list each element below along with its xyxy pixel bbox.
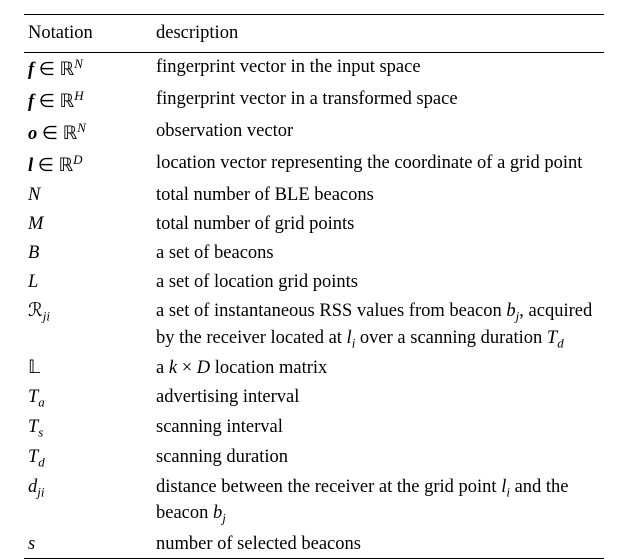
notation-cell: Ts	[24, 413, 152, 443]
description-cell: a k × D location matrix	[152, 354, 604, 383]
description-cell: a set of location grid points	[152, 268, 604, 297]
table-row: Taadvertising interval	[24, 383, 604, 413]
table-row: o ∈ ℝNobservation vector	[24, 117, 604, 149]
table-row: Ba set of beacons	[24, 239, 604, 268]
notation-cell: dji	[24, 473, 152, 529]
notation-cell: L	[24, 268, 152, 297]
description-cell: a set of beacons	[152, 239, 604, 268]
table-row: l ∈ ℝDlocation vector representing the c…	[24, 149, 604, 181]
notation-cell: l ∈ ℝD	[24, 149, 152, 181]
table-row: ℛjia set of instantaneous RSS values fro…	[24, 297, 604, 353]
table-row: djidistance between the receiver at the …	[24, 473, 604, 529]
table-row: Tdscanning duration	[24, 443, 604, 473]
notation-cell: f ∈ ℝH	[24, 85, 152, 117]
description-cell: scanning duration	[152, 443, 604, 473]
notation-cell: ℛji	[24, 297, 152, 353]
description-cell: location vector representing the coordin…	[152, 149, 604, 181]
notation-cell: o ∈ ℝN	[24, 117, 152, 149]
notation-cell: N	[24, 181, 152, 210]
notation-table: Notation description f ∈ ℝNfingerprint v…	[24, 14, 604, 559]
notation-cell: s	[24, 530, 152, 559]
notation-cell: B	[24, 239, 152, 268]
description-cell: a set of instantaneous RSS values from b…	[152, 297, 604, 353]
table-row: Mtotal number of grid points	[24, 210, 604, 239]
header-notation: Notation	[24, 15, 152, 53]
table-row: Tsscanning interval	[24, 413, 604, 443]
table-row: La set of location grid points	[24, 268, 604, 297]
header-description: description	[152, 15, 604, 53]
table-body: f ∈ ℝNfingerprint vector in the input sp…	[24, 52, 604, 559]
notation-cell: Ta	[24, 383, 152, 413]
notation-cell: Td	[24, 443, 152, 473]
description-cell: fingerprint vector in a transformed spac…	[152, 85, 604, 117]
notation-cell: 𝕃	[24, 354, 152, 383]
description-cell: distance between the receiver at the gri…	[152, 473, 604, 529]
table-row: f ∈ ℝNfingerprint vector in the input sp…	[24, 52, 604, 85]
description-cell: scanning interval	[152, 413, 604, 443]
description-cell: fingerprint vector in the input space	[152, 52, 604, 85]
description-cell: total number of grid points	[152, 210, 604, 239]
table-header-row: Notation description	[24, 15, 604, 53]
notation-cell: M	[24, 210, 152, 239]
table-row: f ∈ ℝHfingerprint vector in a transforme…	[24, 85, 604, 117]
table-row: Ntotal number of BLE beacons	[24, 181, 604, 210]
notation-cell: f ∈ ℝN	[24, 52, 152, 85]
description-cell: total number of BLE beacons	[152, 181, 604, 210]
table-row: snumber of selected beacons	[24, 530, 604, 559]
description-cell: advertising interval	[152, 383, 604, 413]
table-row: 𝕃a k × D location matrix	[24, 354, 604, 383]
description-cell: number of selected beacons	[152, 530, 604, 559]
description-cell: observation vector	[152, 117, 604, 149]
